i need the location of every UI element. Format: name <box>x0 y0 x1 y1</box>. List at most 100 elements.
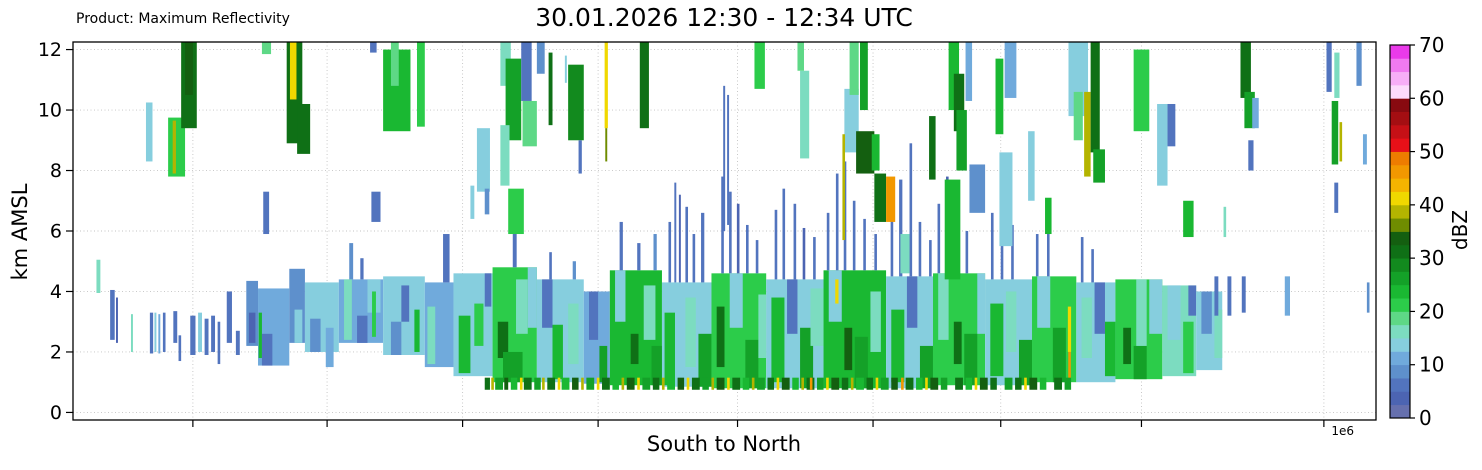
radar-band-segment <box>357 315 368 343</box>
ground-clutter-segment <box>809 377 813 390</box>
ground-clutter-segment <box>901 377 904 390</box>
ground-clutter-segment <box>751 377 755 390</box>
radar-band-segment <box>149 312 154 354</box>
radar-band-segment <box>178 335 182 362</box>
radar-band-segment <box>390 321 402 355</box>
radar-cell-segment <box>842 134 846 241</box>
radar-cell-segment <box>860 42 868 111</box>
colorbar-tick-label: 60 <box>1419 86 1444 110</box>
ground-clutter-segment <box>925 377 928 390</box>
colorbar-band <box>1390 164 1410 179</box>
ground-clutter-segment <box>1015 377 1022 390</box>
radar-cell-segment <box>604 42 608 129</box>
radar-band-segment <box>1227 276 1232 316</box>
radar-band-segment <box>619 221 623 271</box>
radar-band-segment <box>990 303 1004 377</box>
radar-cell-segment <box>1045 197 1052 235</box>
radar-cell-segment <box>484 188 490 215</box>
ground-clutter-segment <box>776 377 780 390</box>
radar-band-segment <box>527 267 537 328</box>
radar-band-segment <box>1241 276 1246 313</box>
radar-band-segment <box>852 200 856 271</box>
radar-band-segment <box>953 321 962 365</box>
colorbar-band <box>1390 151 1410 166</box>
radar-cell-segment <box>263 191 270 235</box>
radar-band-segment <box>1167 285 1181 340</box>
radar-cell-segment <box>871 134 880 171</box>
radar-cell-segment <box>1073 91 1083 141</box>
radar-cell-segment <box>1133 49 1150 132</box>
radar-band-segment <box>162 312 166 352</box>
radar-cell-segment <box>1028 131 1035 201</box>
ground-clutter-segment <box>686 377 690 390</box>
radar-band-segment <box>198 312 202 352</box>
radar-band-segment <box>427 306 436 365</box>
radar-cell-segment <box>578 140 582 174</box>
colorbar-tick-label: 10 <box>1419 353 1444 377</box>
radar-cell-segment <box>1183 200 1194 238</box>
ground-clutter-segment <box>702 377 709 390</box>
ground-clutter-segment <box>965 377 973 390</box>
radar-cell-segment <box>1090 42 1100 153</box>
radar-cell-segment <box>185 42 193 95</box>
radar-band-segment <box>1091 249 1094 283</box>
radar-band-segment <box>745 224 749 274</box>
ground-clutter-segment <box>955 377 963 390</box>
colorbar-frame <box>1389 44 1411 419</box>
ground-clutter-segment <box>817 377 824 390</box>
ground-clutter-segment <box>519 377 523 390</box>
colorbar-band <box>1390 338 1410 352</box>
colorbar-band <box>1390 191 1410 206</box>
ground-clutter-segment <box>856 377 864 390</box>
radar-band-segment <box>226 291 232 343</box>
ground-clutter-segment <box>602 377 610 390</box>
ground-clutter-segment <box>1039 377 1047 390</box>
radar-band-segment <box>458 315 471 374</box>
radar-cell-segment <box>1248 140 1254 171</box>
radar-cell-segment <box>564 55 567 83</box>
radar-band-segment <box>497 321 509 359</box>
ground-clutter-segment <box>1064 377 1072 390</box>
radar-band-segment <box>698 333 712 387</box>
radar-band-segment <box>217 321 221 365</box>
radar-band-segment <box>588 291 599 340</box>
radar-band-segment <box>474 303 484 346</box>
radar-band-segment <box>349 243 354 280</box>
radar-band-segment <box>965 231 969 274</box>
radar-band-segment <box>891 309 905 383</box>
colorbar-band <box>1390 271 1410 286</box>
radar-cell-segment <box>172 120 176 174</box>
ground-clutter-segment <box>557 377 561 390</box>
y-tick-label: 6 <box>50 221 62 243</box>
ground-clutter-segment <box>757 377 765 390</box>
ground-clutter-segment <box>642 377 651 390</box>
radar-band-segment <box>826 212 830 271</box>
y-tick-label: 0 <box>50 402 62 424</box>
radar-band-segment <box>685 206 689 283</box>
radar-band-segment <box>1081 297 1092 359</box>
x-axis-label: South to North <box>646 432 802 456</box>
y-tick-label: 8 <box>50 160 62 182</box>
colorbar-band <box>1390 204 1410 219</box>
radar-band-segment <box>372 291 376 337</box>
radar-band-segment <box>1214 276 1219 316</box>
radar-band-segment <box>918 221 922 277</box>
colorbar-band <box>1390 364 1410 379</box>
radar-band-segment <box>568 303 579 365</box>
radar-band-segment <box>835 173 839 271</box>
ground-clutter-segment <box>626 377 635 390</box>
ground-clutter-segment <box>504 377 509 390</box>
radar-cell-segment <box>261 42 272 55</box>
radar-cell-segment <box>727 94 730 225</box>
radar-cell-segment <box>145 102 153 162</box>
radar-cell-segment <box>1356 42 1362 86</box>
radar-band-segment <box>802 227 806 280</box>
radar-cell-segment <box>965 42 973 101</box>
radar-band-segment <box>701 212 705 283</box>
radar-cell-segment <box>969 164 986 213</box>
radar-band-segment <box>1104 321 1116 377</box>
colorbar-band <box>1390 218 1410 232</box>
radar-band-segment <box>863 218 866 271</box>
radar-cell-segment <box>856 131 875 174</box>
